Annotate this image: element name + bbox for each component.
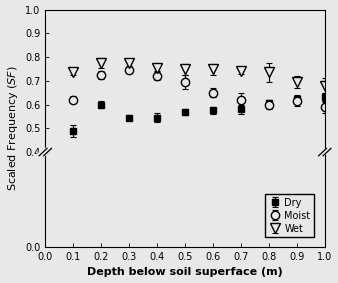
X-axis label: Depth below soil superface (m): Depth below soil superface (m)	[87, 267, 283, 277]
Y-axis label: Scaled Frequency ($\it{SF}$): Scaled Frequency ($\it{SF}$)	[5, 65, 20, 191]
Legend: Dry, Moist, Wet: Dry, Moist, Wet	[265, 194, 314, 237]
